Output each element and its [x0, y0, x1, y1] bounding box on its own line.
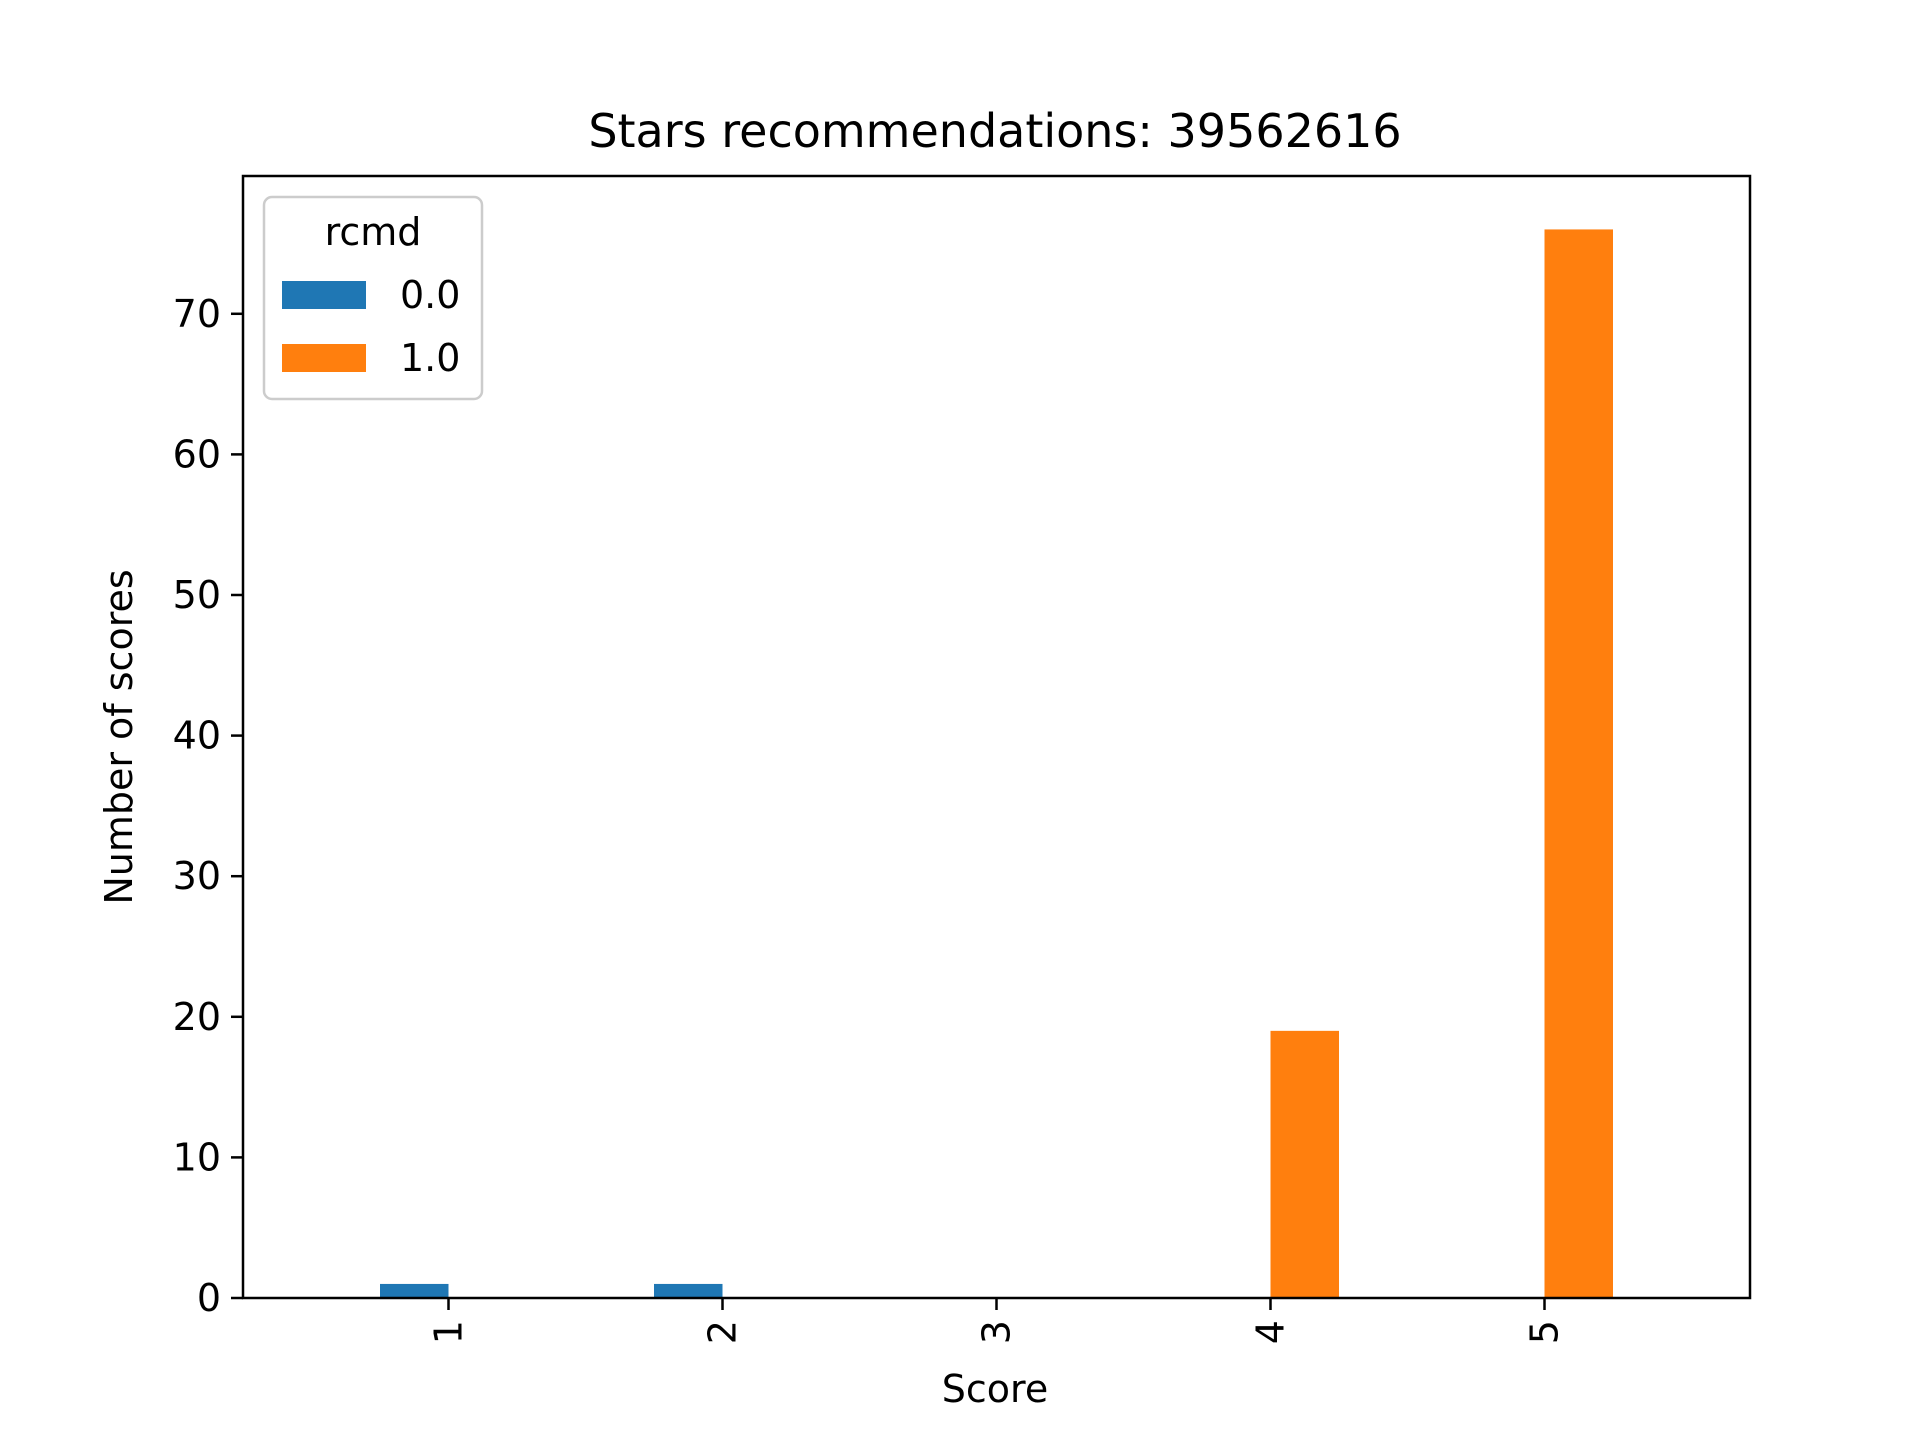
bar-0.0-1	[380, 1283, 449, 1298]
bar-0.0-2	[654, 1283, 723, 1298]
legend-label-1-0: 1.0	[400, 336, 460, 380]
y-tick-label-70: 70	[173, 292, 221, 336]
y-tick-label-10: 10	[173, 1135, 221, 1179]
y-axis-label: Number of scores	[97, 569, 141, 904]
legend-swatch-0-0	[282, 281, 366, 309]
x-axis-label: Score	[942, 1367, 1048, 1411]
chart-title: Stars recommendations: 39562616	[588, 104, 1401, 158]
x-axis: 1 2 3 4 5	[427, 1298, 1567, 1344]
y-tick-label-50: 50	[173, 573, 221, 617]
y-tick-label-20: 20	[173, 995, 221, 1039]
legend-title: rcmd	[325, 210, 422, 254]
legend-swatch-1-0	[282, 344, 366, 372]
y-axis: 0 10 20 30 40 50 60 70	[173, 292, 243, 1320]
y-tick-label-30: 30	[173, 854, 221, 898]
bars	[380, 229, 1613, 1299]
bar-1.0-5	[1544, 229, 1613, 1299]
y-tick-label-60: 60	[173, 432, 221, 476]
y-tick-label-0: 0	[197, 1276, 221, 1320]
x-tick-label-2: 2	[701, 1320, 745, 1344]
x-tick-label-3: 3	[975, 1320, 1019, 1344]
y-tick-label-40: 40	[173, 714, 221, 758]
legend: rcmd 0.0 1.0	[262, 195, 484, 401]
bar-1.0-4	[1270, 1030, 1339, 1298]
x-tick-label-1: 1	[427, 1320, 471, 1344]
x-tick-label-4: 4	[1249, 1320, 1293, 1344]
legend-label-0-0: 0.0	[400, 273, 460, 317]
x-tick-label-5: 5	[1523, 1320, 1567, 1344]
